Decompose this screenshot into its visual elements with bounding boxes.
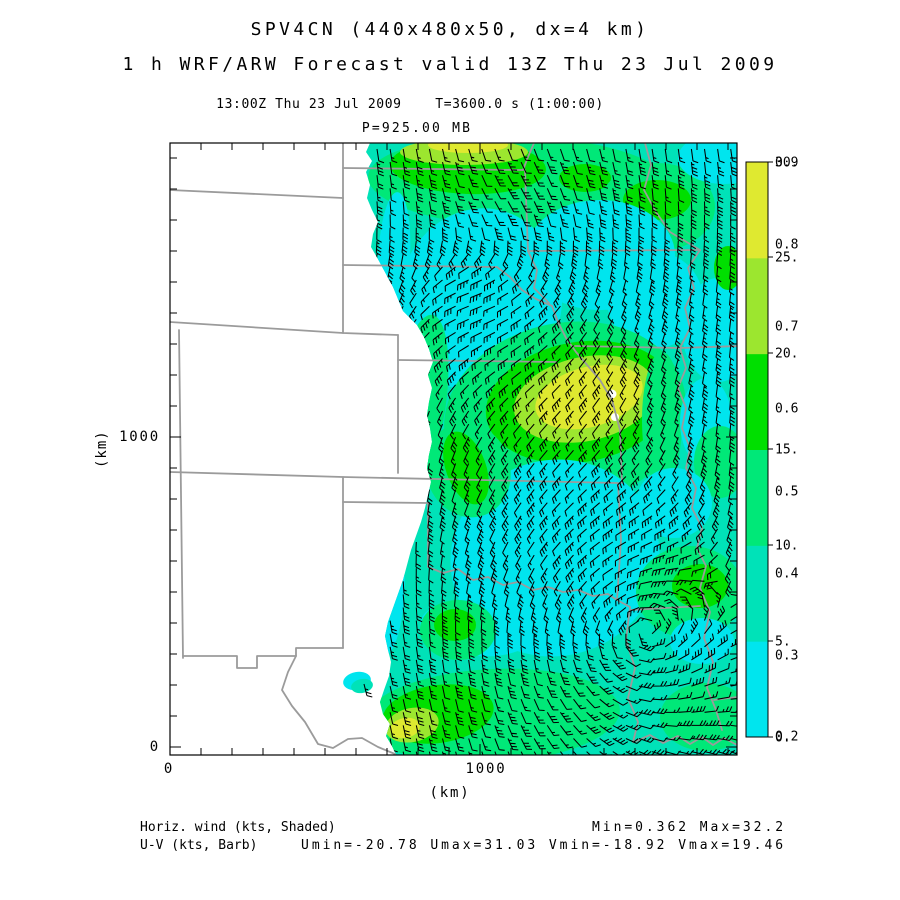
colorbar-fraction-label: 0.4 (775, 567, 799, 582)
axis-ticks (169, 143, 737, 755)
colorbar: 0. 5. 10. 15. 20. 25. 30. 0.2 0.3 0.4 0.5 0.6 0.7 0.8… (745, 156, 799, 746)
colorbar-segment (746, 162, 768, 259)
colorbar-fraction-label: 0.3 (775, 649, 798, 664)
page-title: SPV4CN (440x480x50, dx=4 km) (250, 19, 650, 40)
colorbar-level-label: 30. (775, 156, 798, 171)
x-axis-tick-label-0: 0 (163, 761, 175, 777)
y-axis-tick-label-0: 0 (149, 739, 160, 755)
legend-shaded-stats: Min=0.362 Max=32.2 (592, 820, 786, 835)
colorbar-fraction-label: 0.8 (775, 238, 798, 253)
colorbar-level-label: 0. (775, 731, 791, 746)
colorbar-fraction-label: 0.6 (775, 402, 798, 417)
colorbar-segment (746, 257, 768, 355)
plot-frame (169, 142, 738, 756)
legend-barb-label: U-V (kts, Barb) (140, 838, 258, 853)
x-axis-label: (km) (429, 785, 471, 801)
colorbar-level-label: 10. (775, 539, 798, 554)
colorbar-fraction-label: 0.9 (775, 156, 798, 171)
y-axis-tick-label-1000: 1000 (119, 429, 160, 445)
colorbar-segment (746, 353, 768, 450)
colorbar-level-label: 15. (775, 443, 798, 458)
legend-barb-stats: Umin=-20.78 Umax=31.03 Vmin=-18.92 Vmax=… (301, 838, 786, 853)
state-borders (170, 143, 737, 755)
x-axis-tick-label-1000: 1000 (465, 761, 507, 777)
pressure-level-line: P=925.00 MB (361, 121, 473, 136)
colorbar-segment (746, 641, 768, 738)
wind-barb-isolated (363, 683, 373, 698)
datetime-line: 13:00Z Thu 23 Jul 2009 T=3600.0 s (1:00:… (216, 97, 604, 112)
colorbar-segment (746, 545, 768, 642)
colorbar-segment (746, 449, 768, 546)
legend-shaded-label: Horiz. wind (kts, Shaded) (140, 820, 336, 835)
colorbar-fraction-label: 0.2 (775, 730, 798, 745)
colorbar-fraction-label: 0.5 (775, 485, 798, 500)
colorbar-level-label: 25. (775, 251, 798, 266)
y-axis-label: (km) (94, 430, 110, 468)
colorbar-level-label: 20. (775, 347, 798, 362)
colorbar-level-label: 5. (775, 635, 791, 650)
page-subtitle: 1 h WRF/ARW Forecast valid 13Z Thu 23 Ju… (122, 54, 778, 75)
colorbar-fraction-label: 0.7 (775, 320, 798, 335)
